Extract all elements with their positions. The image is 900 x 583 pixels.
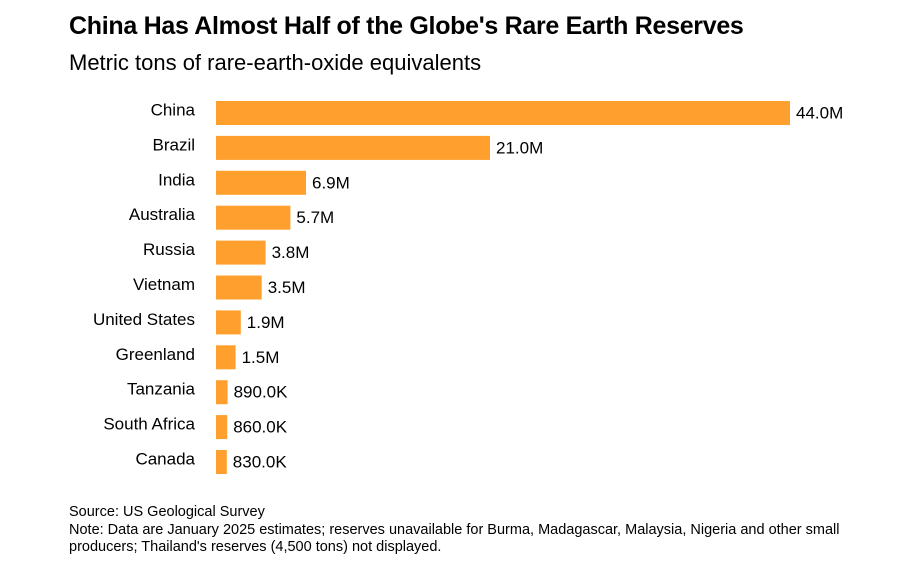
chart-subtitle: Metric tons of rare-earth-oxide equivale… [69,50,482,75]
bar-greenland [216,345,236,370]
chart-title: China Has Almost Half of the Globe's Rar… [69,12,744,40]
bar-vietnam [216,275,262,300]
category-label-south-africa: South Africa [103,415,195,434]
value-label-united-states: 1.9M [247,313,285,332]
bar-united-states [216,310,241,335]
bar-china [216,101,790,125]
bar-australia [216,205,291,230]
value-label-south-africa: 860.0K [233,418,288,437]
category-label-canada: Canada [135,449,195,468]
bar-chart: China 44.0M Brazil 21.0M India 6.9M Australia 5… [93,100,843,474]
data-note: Note: Data are January 2025 estimates; r… [69,521,840,556]
value-label-russia: 3.8M [272,243,310,262]
bar-south-africa [216,415,228,440]
value-label-india: 6.9M [312,173,350,192]
bar-brazil [216,135,490,160]
bar-india [216,170,306,195]
value-label-canada: 830.0K [233,452,288,471]
category-label-china: China [151,100,196,119]
value-label-vietnam: 3.5M [268,278,306,297]
category-label-australia: Australia [129,205,196,224]
category-label-greenland: Greenland [116,345,195,364]
category-label-brazil: Brazil [152,135,195,154]
bar-tanzania [216,380,228,405]
value-label-greenland: 1.5M [242,348,280,367]
bar-russia [216,240,266,265]
category-label-india: India [158,170,195,189]
category-label-russia: Russia [143,240,196,259]
category-label-tanzania: Tanzania [127,380,196,399]
value-label-tanzania: 890.0K [234,383,289,402]
source-note: Source: US Geological Survey [69,504,265,520]
value-label-australia: 5.7M [296,208,334,227]
chart-footer: Source: US Geological Survey Note: Data … [69,504,869,557]
bar-canada [216,450,227,474]
category-label-vietnam: Vietnam [133,275,195,294]
value-label-china: 44.0M [796,103,843,122]
category-label-united-states: United States [93,310,195,329]
value-label-brazil: 21.0M [496,138,543,157]
